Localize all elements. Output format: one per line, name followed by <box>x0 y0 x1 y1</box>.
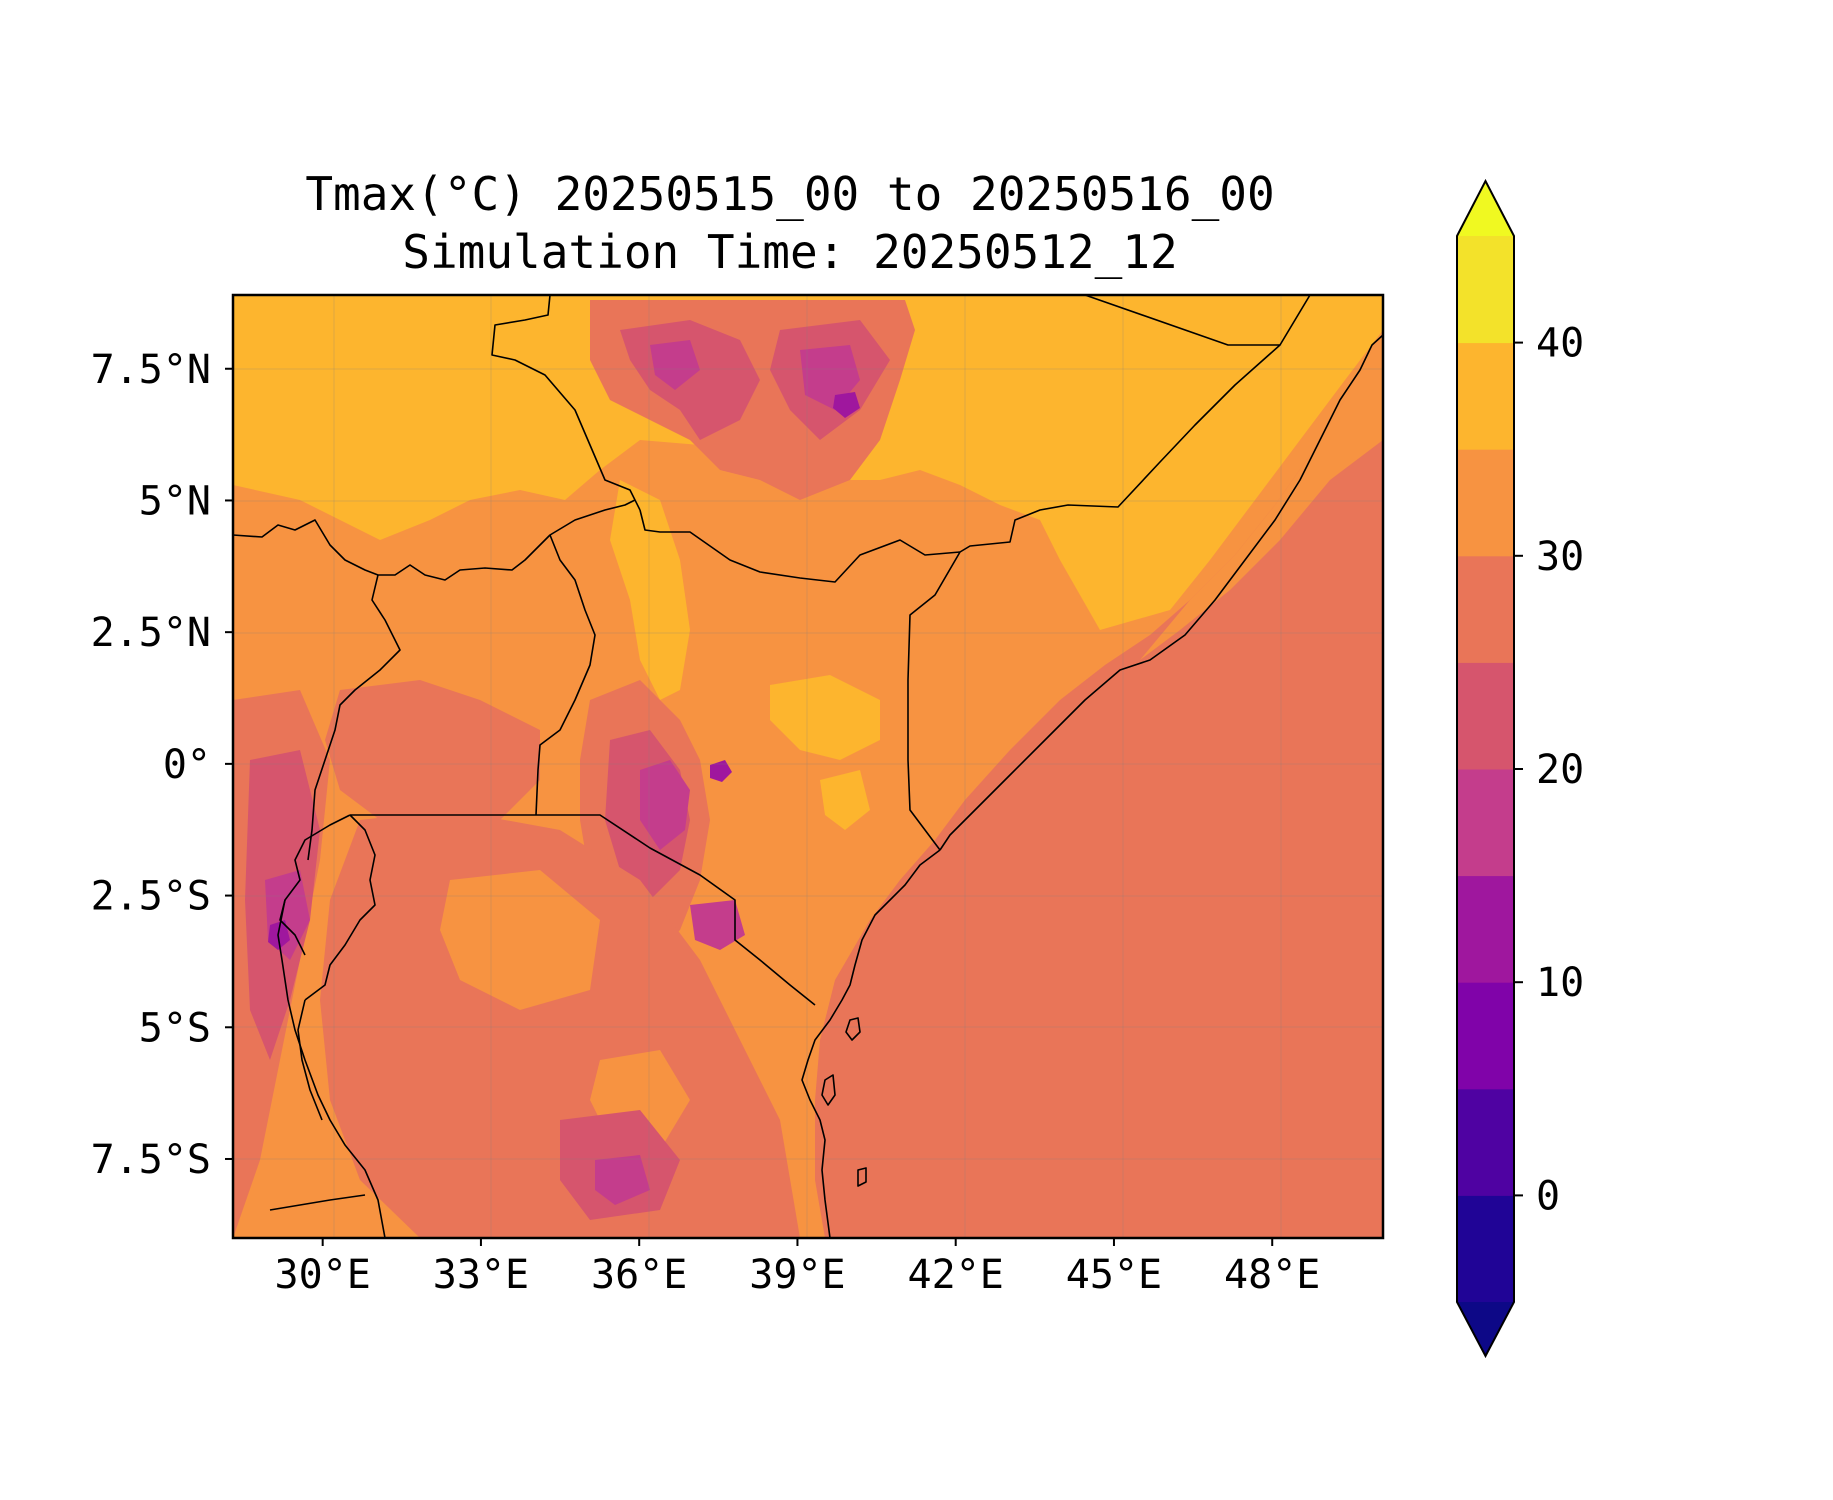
coldest-spot-west-rift <box>268 920 290 950</box>
colorbar-tick-label: 20 <box>1536 747 1584 793</box>
cold-region-tanzania-south <box>595 1155 650 1205</box>
cool-region-tanzania <box>320 810 800 1238</box>
colorbar-segment <box>1457 1088 1514 1196</box>
y-tick-label: 7.5°S <box>91 1137 211 1183</box>
y-tick-label: 5°S <box>139 1005 211 1051</box>
hot-region-kenya-east <box>770 675 880 760</box>
coldest-spot-ethiopia <box>833 392 860 418</box>
x-tick-label: 36°E <box>591 1252 687 1298</box>
country-borders <box>233 295 1383 1238</box>
cold-region-ethiopia-2 <box>650 340 700 390</box>
title-line-2: Simulation Time: 20250512_12 <box>402 225 1177 279</box>
colorbar-tick-label: 0 <box>1536 1173 1560 1219</box>
hot-region-rift-north <box>610 480 690 700</box>
y-tick-label: 7.5°N <box>91 347 211 393</box>
colorbar-tick-label: 30 <box>1536 534 1584 580</box>
map-frame <box>231 293 1385 1240</box>
x-axis: 30°E 33°E 36°E 39°E 42°E 45°E 48°E <box>275 1238 1320 1298</box>
y-tick-label: 2.5°S <box>91 874 211 920</box>
y-tick-label: 5°N <box>139 478 211 524</box>
colorbar-segment <box>1457 236 1514 344</box>
x-tick-label: 39°E <box>749 1252 845 1298</box>
x-tick-label: 33°E <box>433 1252 529 1298</box>
cool-region-lake-victoria <box>325 680 540 830</box>
colorbar-tick-label: 40 <box>1536 321 1584 367</box>
gridlines <box>233 295 1383 1238</box>
colorbar-tick-label: 10 <box>1536 960 1584 1006</box>
y-tick-label: 2.5°N <box>91 610 211 656</box>
cold-region-rift-kenya <box>640 760 690 850</box>
warm-patch-tanzania <box>440 870 600 1010</box>
colorbar-segment <box>1457 769 1514 877</box>
x-tick-label: 48°E <box>1224 1252 1320 1298</box>
x-tick-label: 30°E <box>275 1252 371 1298</box>
y-tick-label: 0° <box>163 742 211 788</box>
x-tick-label: 42°E <box>908 1252 1004 1298</box>
colorbar: 0 10 20 30 40 <box>1456 178 1584 1359</box>
y-axis: 7.5°N 5°N 2.5°N 0° 2.5°S 5°S 7.5°S <box>91 347 233 1183</box>
colorbar-segment <box>1457 875 1514 983</box>
map-panel <box>233 295 1383 1238</box>
colorbar-segment <box>1457 342 1514 450</box>
colorbar-extend-high <box>1457 181 1514 236</box>
colorbar-segment <box>1457 662 1514 770</box>
hot-region-kenya-spot <box>820 770 870 830</box>
colorbar-extend-low <box>1457 1302 1514 1356</box>
colorbar-outline <box>1456 178 1515 1359</box>
coldest-spot-mt-kenya <box>710 760 732 782</box>
title-line-1: Tmax(°C) 20250515_00 to 20250516_00 <box>305 167 1274 221</box>
x-tick-label: 45°E <box>1066 1252 1162 1298</box>
colorbar-segment <box>1457 982 1514 1090</box>
colorbar-segment <box>1457 449 1514 557</box>
cool-region-kilimanjaro <box>690 900 745 950</box>
colorbar-segment <box>1457 555 1514 663</box>
colorbar-segment <box>1457 1195 1514 1303</box>
